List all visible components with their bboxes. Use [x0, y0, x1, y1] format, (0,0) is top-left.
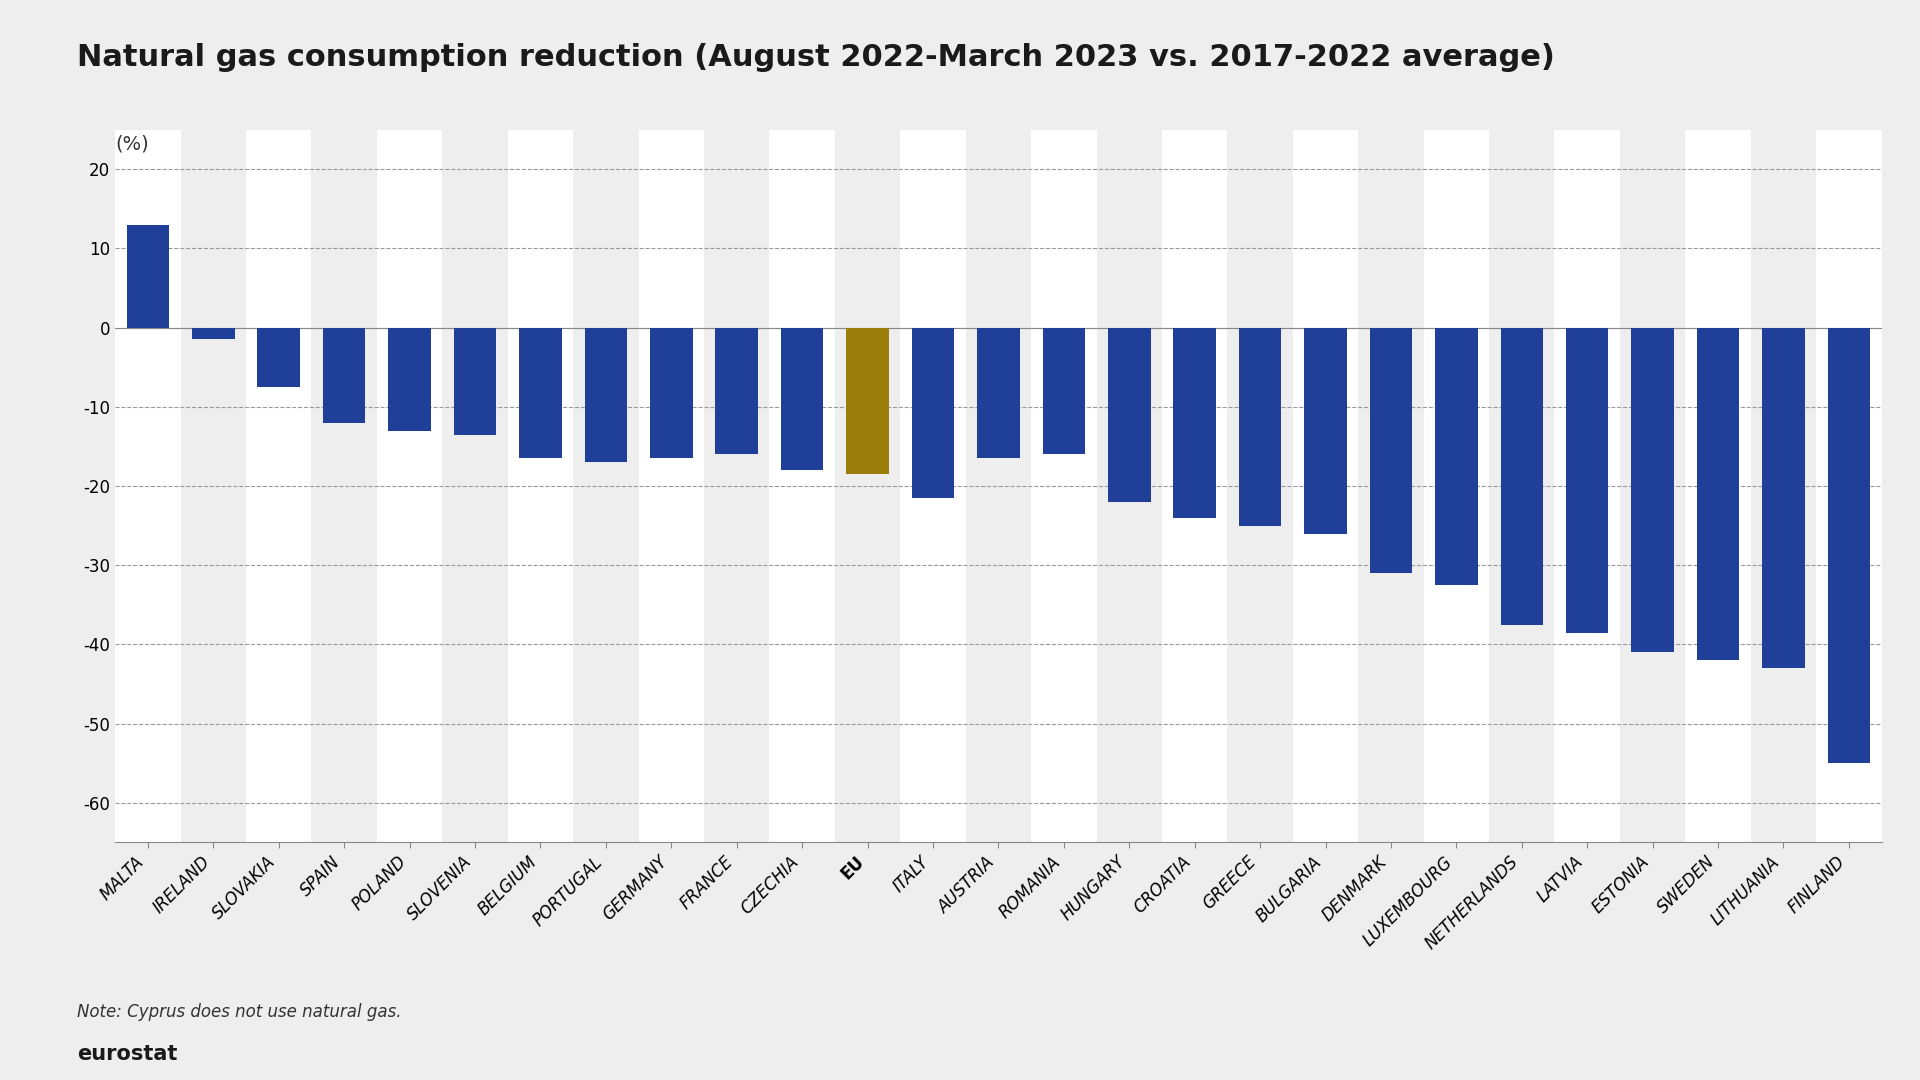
- Bar: [651, 327, 693, 458]
- Text: Natural gas consumption reduction (August 2022-March 2023 vs. 2017-2022 average): Natural gas consumption reduction (Augus…: [77, 43, 1555, 72]
- Bar: [639, 130, 705, 842]
- Bar: [1292, 130, 1357, 842]
- Bar: [311, 130, 376, 842]
- Bar: [977, 327, 1020, 458]
- Bar: [257, 327, 300, 387]
- Bar: [1816, 130, 1882, 842]
- Bar: [1490, 130, 1555, 842]
- Bar: [1423, 130, 1490, 842]
- Bar: [574, 130, 639, 842]
- Bar: [966, 130, 1031, 842]
- Bar: [1697, 327, 1740, 660]
- Bar: [1763, 327, 1805, 669]
- Bar: [1632, 327, 1674, 652]
- Bar: [388, 327, 430, 431]
- Bar: [1686, 130, 1751, 842]
- Bar: [518, 327, 563, 458]
- Bar: [584, 327, 628, 462]
- Bar: [1227, 130, 1292, 842]
- Bar: [1173, 327, 1215, 517]
- Bar: [705, 130, 770, 842]
- Bar: [376, 130, 442, 842]
- Bar: [1357, 130, 1423, 842]
- Bar: [1238, 327, 1281, 526]
- Bar: [1096, 130, 1162, 842]
- Bar: [781, 327, 824, 470]
- Bar: [847, 327, 889, 474]
- Bar: [1369, 327, 1413, 573]
- Bar: [1031, 130, 1096, 842]
- Bar: [507, 130, 574, 842]
- Bar: [192, 327, 234, 339]
- Bar: [453, 327, 495, 434]
- Bar: [900, 130, 966, 842]
- Text: eurostat: eurostat: [77, 1043, 177, 1064]
- Bar: [1751, 130, 1816, 842]
- Bar: [1828, 327, 1870, 764]
- Text: Note: Cyprus does not use natural gas.: Note: Cyprus does not use natural gas.: [77, 1002, 401, 1021]
- Bar: [912, 327, 954, 498]
- Bar: [1304, 327, 1346, 534]
- Bar: [1434, 327, 1478, 585]
- Bar: [115, 130, 180, 842]
- Bar: [1567, 327, 1609, 633]
- Bar: [1620, 130, 1686, 842]
- Bar: [323, 327, 365, 422]
- Bar: [180, 130, 246, 842]
- Bar: [1108, 327, 1150, 502]
- Bar: [1043, 327, 1085, 455]
- Bar: [1555, 130, 1620, 842]
- Bar: [835, 130, 900, 842]
- Bar: [1501, 327, 1544, 624]
- Bar: [716, 327, 758, 455]
- Bar: [442, 130, 507, 842]
- Bar: [246, 130, 311, 842]
- Bar: [770, 130, 835, 842]
- Text: (%): (%): [115, 134, 150, 153]
- Bar: [127, 225, 169, 327]
- Bar: [1162, 130, 1227, 842]
